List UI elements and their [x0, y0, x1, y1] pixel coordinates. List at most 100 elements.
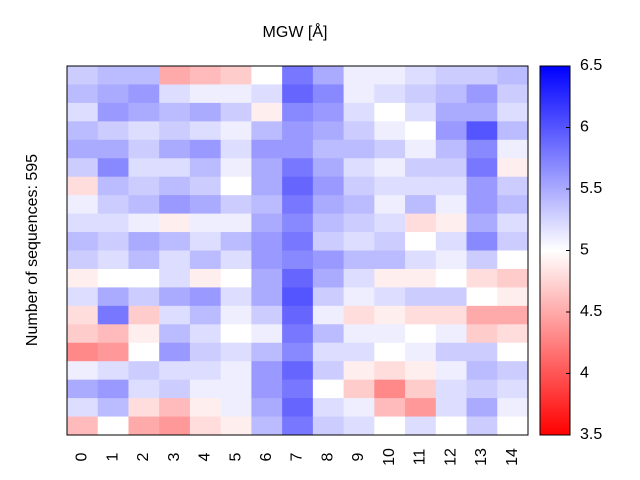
heatmap-cell [282, 305, 314, 325]
heatmap-cell [67, 139, 99, 159]
heatmap-cell [159, 305, 191, 325]
heatmap-cell [466, 268, 498, 288]
heatmap-cell [159, 361, 191, 381]
heatmap-cell [189, 176, 222, 196]
heatmap-cell [67, 268, 99, 288]
heatmap-cell [466, 213, 498, 233]
heatmap-cell [343, 342, 375, 362]
colorbar-tick-label: 4 [580, 365, 589, 382]
heatmap-cell [374, 232, 406, 251]
heatmap-cell [67, 213, 99, 233]
heatmap-cell [405, 416, 437, 436]
heatmap-cell [251, 324, 283, 344]
heatmap-cell [497, 379, 529, 399]
heatmap-cell [159, 268, 191, 288]
heatmap-cell [282, 416, 314, 436]
heatmap-cell [220, 379, 252, 399]
heatmap-cell [67, 195, 99, 215]
heatmap-cell [405, 66, 437, 85]
heatmap-cell [67, 158, 99, 178]
heatmap-cell [220, 342, 252, 362]
heatmap-cell [67, 287, 99, 307]
heatmap-cell [312, 66, 345, 85]
heatmap-cell [128, 398, 160, 418]
heatmap-cell [466, 398, 498, 418]
heatmap-cell [159, 195, 191, 215]
heatmap-cell [220, 305, 252, 325]
heatmap-cell [374, 268, 406, 288]
x-tick-label: 10 [381, 448, 398, 466]
heatmap-cell [159, 66, 191, 85]
heatmap-cell [67, 232, 99, 251]
heatmap-cell [189, 84, 222, 104]
heatmap-cell [282, 102, 314, 122]
heatmap-cell [97, 379, 129, 399]
colorbar-tick-label: 5.5 [580, 180, 602, 197]
heatmap-cell [251, 213, 283, 233]
heatmap-cell [128, 232, 160, 251]
colorbar-tick-label: 6 [580, 119, 589, 136]
heatmap-cell [497, 102, 529, 122]
heatmap-cell [97, 66, 129, 85]
heatmap-cell [435, 268, 468, 288]
heatmap-cell [67, 416, 99, 436]
x-tick-label: 11 [412, 449, 429, 466]
heatmap-cell [435, 158, 468, 178]
heatmap-cell [497, 398, 529, 418]
heatmap-cell [312, 398, 345, 418]
heatmap-cell [435, 139, 468, 159]
heatmap-cell [405, 232, 437, 251]
heatmap-cell [128, 324, 160, 344]
heatmap-cell [67, 361, 99, 381]
heatmap-cell [159, 342, 191, 362]
heatmap-cell [466, 250, 498, 270]
heatmap-cell [497, 213, 529, 233]
heatmap-cell [220, 361, 252, 381]
heatmap-cell [97, 268, 129, 288]
heatmap-cell [343, 84, 375, 104]
heatmap-cell [128, 213, 160, 233]
heatmap-cell [189, 232, 222, 251]
heatmap-cell [220, 195, 252, 215]
heatmap-cell [466, 84, 498, 104]
heatmap-cell [497, 121, 529, 141]
heatmap-cell [497, 342, 529, 362]
heatmap-cell [220, 121, 252, 141]
heatmap-cell [128, 268, 160, 288]
heatmap-cell [374, 213, 406, 233]
heatmap-cell [405, 287, 437, 307]
x-tick-label: 14 [504, 448, 521, 466]
heatmap-cell [251, 102, 283, 122]
heatmap-cell [189, 379, 222, 399]
heatmap-cell [405, 268, 437, 288]
heatmap-cell [189, 268, 222, 288]
heatmap-cell [466, 287, 498, 307]
heatmap-cell [282, 361, 314, 381]
heatmap-cell [97, 195, 129, 215]
heatmap-cell [128, 139, 160, 159]
heatmap-cell [497, 324, 529, 344]
heatmap-cell [189, 102, 222, 122]
heatmap-cell [374, 324, 406, 344]
heatmap-cell [128, 102, 160, 122]
heatmap-cell [97, 139, 129, 159]
heatmap-cell [251, 305, 283, 325]
heatmap-cell [159, 416, 191, 436]
heatmap-cell [282, 139, 314, 159]
heatmap-cell [435, 250, 468, 270]
heatmap-cell [497, 268, 529, 288]
heatmap-cell [405, 398, 437, 418]
heatmap-cell [374, 84, 406, 104]
x-tick-label: 13 [473, 448, 490, 466]
heatmap-cell [251, 268, 283, 288]
chart-title: MGW [Å] [263, 22, 328, 41]
x-tick-label: 9 [350, 452, 367, 461]
heatmap-cell [312, 195, 345, 215]
heatmap-cell [220, 250, 252, 270]
heatmap-cell [435, 287, 468, 307]
heatmap-cell [159, 379, 191, 399]
heatmap-cell [189, 121, 222, 141]
heatmap-cell [97, 287, 129, 307]
heatmap-cell [405, 324, 437, 344]
heatmap-cell [312, 213, 345, 233]
